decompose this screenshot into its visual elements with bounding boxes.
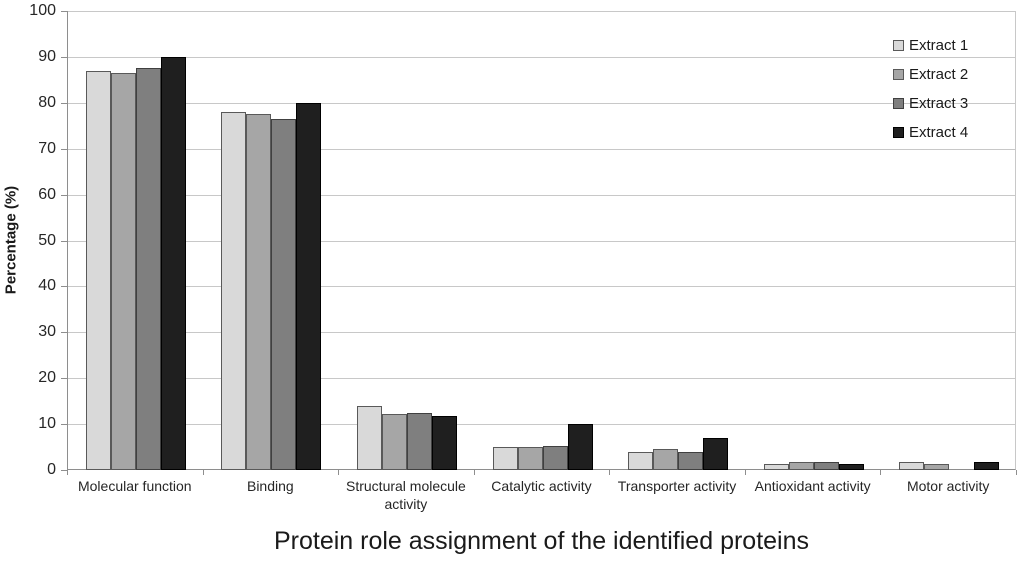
bar-4-5	[703, 438, 729, 470]
y-tick-label: 40	[38, 277, 56, 295]
x-tick-mark	[202, 470, 204, 475]
bar-1-4	[492, 447, 518, 470]
y-tick-mark	[61, 424, 67, 426]
gridline	[68, 102, 1015, 104]
gridline	[68, 148, 1015, 150]
y-tick-label: 100	[29, 2, 56, 19]
y-tick-mark	[61, 56, 67, 58]
y-tick-mark	[61, 194, 67, 196]
y-tick-label: 10	[38, 415, 56, 433]
bar-2-1	[110, 73, 136, 470]
bar-3-3	[406, 413, 432, 470]
legend: Extract 1 Extract 2 Extract 3 Extract 4	[893, 31, 968, 147]
y-tick-mark	[61, 102, 67, 104]
bar-4-4	[567, 424, 593, 470]
gridline	[68, 286, 1015, 288]
x-tick-mark	[67, 470, 68, 475]
y-tick-mark	[61, 378, 67, 380]
gridline	[68, 332, 1015, 334]
bar-4-2	[296, 103, 322, 470]
y-tick-label: 90	[38, 47, 56, 65]
y-tick-label: 60	[38, 185, 56, 203]
category-label: Antioxidant activity	[754, 478, 871, 494]
chart-title: Protein role assignment of the identifie…	[273, 527, 810, 555]
legend-label: Extract 4	[909, 124, 969, 141]
bar-3-2	[271, 119, 297, 470]
x-tick-mark	[338, 470, 340, 475]
y-tick-label: 80	[38, 93, 56, 111]
legend-swatch	[893, 40, 904, 51]
gridline	[68, 56, 1015, 58]
bar-1-2	[221, 112, 247, 470]
x-tick-mark	[609, 470, 611, 475]
y-tick-mark	[61, 286, 67, 288]
bar-1-1	[85, 71, 111, 470]
legend-label: Extract 3	[909, 95, 969, 112]
bar-4-3	[431, 416, 457, 470]
category-label: Binding	[246, 478, 294, 494]
category-label: Motor activity	[906, 478, 990, 494]
bar-3-5	[678, 452, 704, 470]
bar-1-7	[899, 462, 925, 470]
category-label: Transporter activity	[617, 478, 737, 494]
bar-3-4	[542, 446, 568, 470]
x-tick-mark	[473, 470, 475, 475]
bar-3-6	[813, 462, 839, 470]
bar-4-7	[974, 462, 1000, 470]
x-tick-mark	[880, 470, 882, 475]
bar-3-1	[135, 68, 161, 470]
bar-2-6	[788, 462, 814, 470]
legend-label: Extract 1	[909, 37, 969, 54]
category-label: Molecular function	[77, 478, 192, 494]
x-tick-mark	[744, 470, 746, 475]
bar-1-3	[356, 406, 382, 470]
y-tick-label: 20	[38, 369, 56, 387]
bar-4-1	[160, 57, 186, 470]
x-tick-mark	[1016, 470, 1017, 475]
y-tick-mark	[61, 11, 67, 12]
y-tick-label: 70	[38, 139, 56, 157]
bar-2-3	[381, 414, 407, 470]
gridline	[68, 11, 1015, 12]
legend-swatch	[893, 69, 904, 80]
gridline	[68, 194, 1015, 196]
y-tick-label: 30	[38, 323, 56, 341]
y-tick-label: 0	[47, 461, 56, 478]
legend-item: Extract 4	[893, 118, 968, 147]
bar-2-7	[924, 464, 950, 470]
y-tick-label: 50	[38, 231, 56, 249]
bar-2-5	[653, 449, 679, 470]
legend-swatch	[893, 127, 904, 138]
plot-area	[67, 11, 1016, 470]
legend-item: Extract 1	[893, 31, 968, 60]
bar-1-5	[628, 452, 654, 470]
y-tick-mark	[61, 240, 67, 242]
bar-4-6	[838, 464, 864, 470]
bar-2-4	[517, 447, 543, 470]
y-tick-mark	[61, 470, 67, 471]
category-label: Structural molecule activity	[346, 478, 466, 513]
gridline	[68, 378, 1015, 380]
legend-item: Extract 3	[893, 89, 968, 118]
legend-item: Extract 2	[893, 60, 968, 89]
y-tick-mark	[61, 148, 67, 150]
bar-1-6	[763, 464, 789, 470]
gridline	[68, 424, 1015, 426]
legend-label: Extract 2	[909, 66, 969, 83]
y-tick-mark	[61, 332, 67, 334]
legend-swatch	[893, 98, 904, 109]
gridline	[68, 240, 1015, 242]
category-label: Catalytic activity	[491, 478, 592, 494]
bar-2-2	[246, 114, 272, 470]
